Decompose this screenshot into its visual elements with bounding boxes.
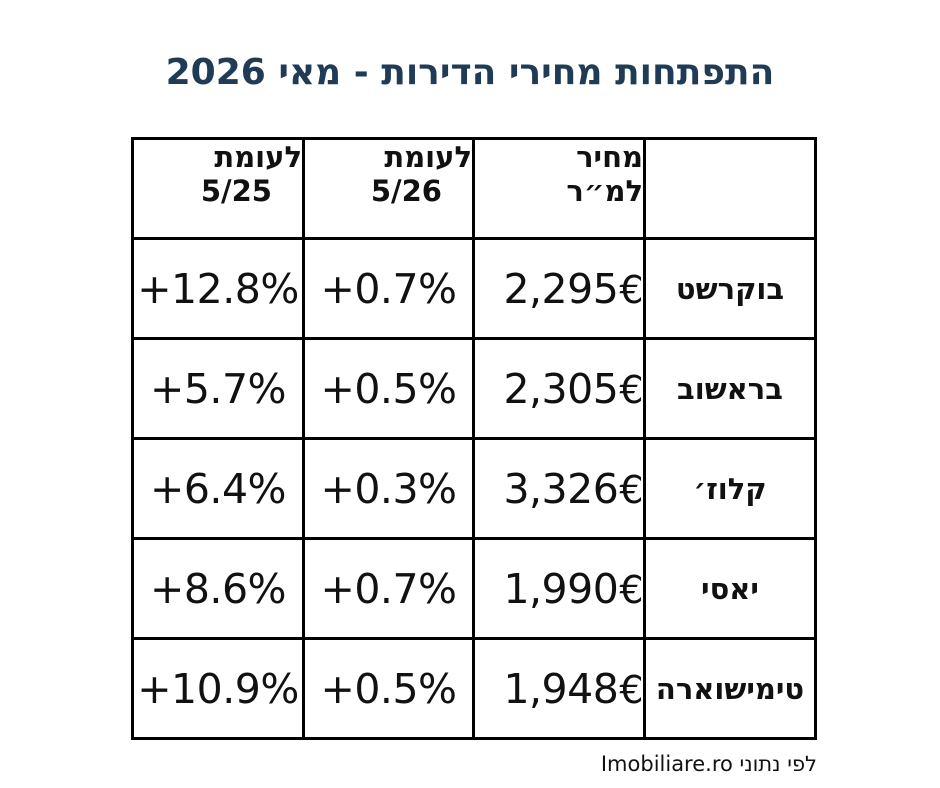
- price-value: 2,295: [503, 264, 619, 313]
- price-table: מחיר למ״ר לעומת 5/26 לעומת 5/25 בוקרשט 2…: [131, 137, 817, 740]
- price-value: 3,326: [503, 464, 619, 513]
- vs-month-value: +0.7%: [302, 537, 475, 640]
- header-vs-month-line1: לעומת: [384, 140, 472, 175]
- city-name: בראשוב: [643, 337, 817, 440]
- vs-month-value: +0.5%: [302, 337, 475, 440]
- price-value: 1,990: [503, 564, 619, 613]
- vs-month-value: +0.7%: [302, 237, 475, 340]
- header-price-per-sqm: מחיר למ״ר: [472, 137, 646, 240]
- page-title: התפתחות מחירי הדירות - מאי 2026: [165, 52, 775, 93]
- city-name: טימישוארה: [643, 637, 817, 740]
- price-cell: 1,990€: [472, 537, 646, 640]
- header-vs-year-line2: 5/25: [200, 174, 272, 208]
- city-name: קלוז׳: [643, 437, 817, 540]
- euro-symbol: €: [619, 467, 643, 512]
- source-note: לפי נתוני Imobiliare.ro: [600, 752, 817, 776]
- header-vs-year: לעומת 5/25: [131, 137, 305, 240]
- vs-year-value: +5.7%: [131, 337, 305, 440]
- header-price-line1: מחיר: [576, 140, 643, 175]
- header-city: [643, 137, 817, 240]
- vs-year-value: +12.8%: [131, 237, 305, 340]
- table-row: קלוז׳ 3,326€ +0.3% +6.4%: [131, 437, 817, 540]
- table-row: טימישוארה 1,948€ +0.5% +10.9%: [131, 637, 817, 740]
- price-cell: 2,295€: [472, 237, 646, 340]
- vs-year-value: +10.9%: [131, 637, 305, 740]
- header-vs-month-line2: 5/26: [370, 174, 442, 208]
- vs-month-value: +0.5%: [302, 637, 475, 740]
- city-name: בוקרשט: [643, 237, 817, 340]
- header-price-line2: למ״ר: [566, 174, 643, 208]
- price-cell: 1,948€: [472, 637, 646, 740]
- table-row: יאסי 1,990€ +0.7% +8.6%: [131, 537, 817, 640]
- euro-symbol: €: [619, 567, 643, 612]
- vs-month-value: +0.3%: [302, 437, 475, 540]
- table-row: בראשוב 2,305€ +0.5% +5.7%: [131, 337, 817, 440]
- euro-symbol: €: [619, 367, 643, 412]
- vs-year-value: +8.6%: [131, 537, 305, 640]
- city-name: יאסי: [643, 537, 817, 640]
- euro-symbol: €: [619, 267, 643, 312]
- price-cell: 3,326€: [472, 437, 646, 540]
- header-vs-year-line1: לעומת: [214, 140, 302, 175]
- table-header-row: מחיר למ״ר לעומת 5/26 לעומת 5/25: [131, 137, 817, 240]
- price-value: 1,948: [503, 664, 619, 713]
- table-row: בוקרשט 2,295€ +0.7% +12.8%: [131, 237, 817, 340]
- price-cell: 2,305€: [472, 337, 646, 440]
- vs-year-value: +6.4%: [131, 437, 305, 540]
- header-vs-month: לעומת 5/26: [302, 137, 475, 240]
- price-value: 2,305: [503, 364, 619, 413]
- euro-symbol: €: [619, 667, 643, 712]
